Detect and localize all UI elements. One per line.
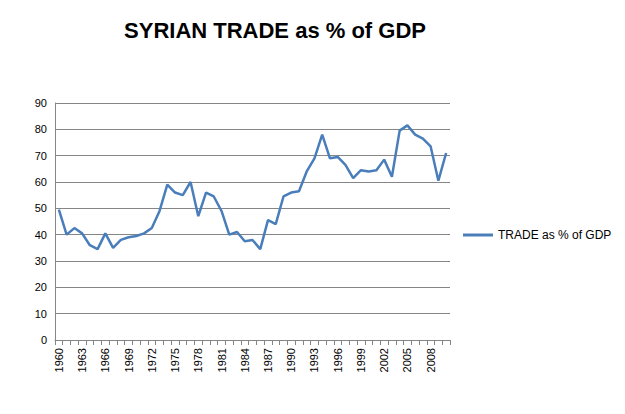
- svg-text:TRADE as % of GDP: TRADE as % of GDP: [498, 228, 611, 242]
- svg-text:1969: 1969: [123, 348, 135, 372]
- svg-text:SYRIAN TRADE as % of GDP: SYRIAN TRADE as % of GDP: [124, 18, 426, 43]
- svg-text:1963: 1963: [76, 348, 88, 372]
- svg-text:1990: 1990: [285, 348, 297, 372]
- svg-text:1972: 1972: [146, 348, 158, 372]
- svg-text:20: 20: [35, 281, 47, 293]
- svg-text:70: 70: [35, 150, 47, 162]
- svg-text:1984: 1984: [239, 348, 251, 372]
- svg-text:1978: 1978: [192, 348, 204, 372]
- svg-text:1960: 1960: [53, 348, 65, 372]
- svg-text:60: 60: [35, 176, 47, 188]
- svg-text:1966: 1966: [99, 348, 111, 372]
- svg-text:1996: 1996: [332, 348, 344, 372]
- svg-text:50: 50: [35, 202, 47, 214]
- svg-text:90: 90: [35, 97, 47, 109]
- svg-text:40: 40: [35, 229, 47, 241]
- svg-text:0: 0: [41, 334, 47, 346]
- svg-text:2005: 2005: [401, 348, 413, 372]
- svg-text:1975: 1975: [169, 348, 181, 372]
- svg-text:30: 30: [35, 255, 47, 267]
- svg-text:1999: 1999: [355, 348, 367, 372]
- svg-text:1987: 1987: [262, 348, 274, 372]
- svg-text:1993: 1993: [308, 348, 320, 372]
- svg-text:80: 80: [35, 123, 47, 135]
- svg-text:2008: 2008: [425, 348, 437, 372]
- svg-text:2002: 2002: [378, 348, 390, 372]
- svg-text:1981: 1981: [216, 348, 228, 372]
- svg-text:10: 10: [35, 308, 47, 320]
